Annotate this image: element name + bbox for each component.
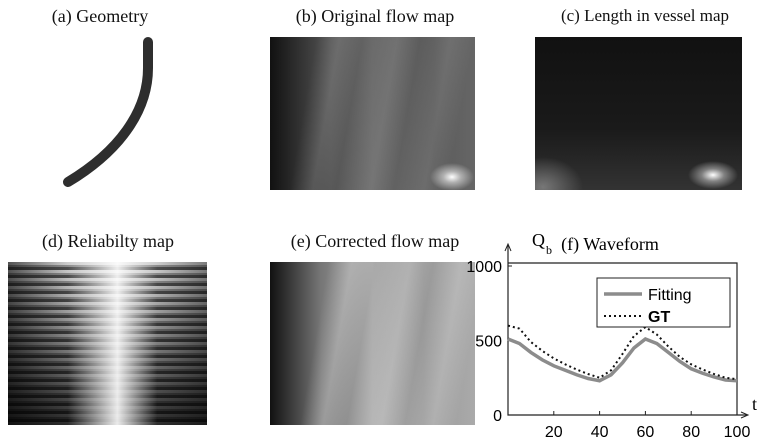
y-axis-label: Q <box>532 230 545 250</box>
panel-title: (a) Geometry <box>51 6 149 26</box>
panel-title: (b) Original flow map <box>295 6 455 26</box>
x-tick-label: 100 <box>724 424 751 441</box>
axis-frame <box>507 245 747 416</box>
length-map <box>535 37 742 190</box>
x-tick-label: 80 <box>682 424 700 441</box>
y-tick-label: 1000 <box>466 259 502 276</box>
x-tick-label: 40 <box>591 424 609 441</box>
panel-title: (e) Corrected flow map <box>290 231 460 251</box>
panel-title: (c) Length in vessel map <box>560 6 730 25</box>
corrected-map <box>270 262 475 425</box>
y-axis-label-sub: b <box>546 243 552 257</box>
legend-label: GT <box>648 309 670 326</box>
x-tick-label: 60 <box>637 424 655 441</box>
x-axis-label: t <box>752 394 757 414</box>
legend-label: Fitting <box>648 287 692 304</box>
legend-box <box>596 277 731 328</box>
geometry <box>63 37 153 187</box>
panel-title: (d) Reliabilty map <box>42 231 174 251</box>
chart-title: (f) Waveform <box>561 234 659 255</box>
vessel <box>63 37 153 187</box>
y-tick-label: 500 <box>475 334 502 351</box>
series-line <box>507 324 738 381</box>
y-tick-label: 0 <box>493 408 502 425</box>
flow-map <box>270 37 475 190</box>
axis-arrow <box>504 242 750 419</box>
reliability-map <box>8 262 207 425</box>
series-line <box>507 337 738 383</box>
x-tick-label: 20 <box>545 424 563 441</box>
